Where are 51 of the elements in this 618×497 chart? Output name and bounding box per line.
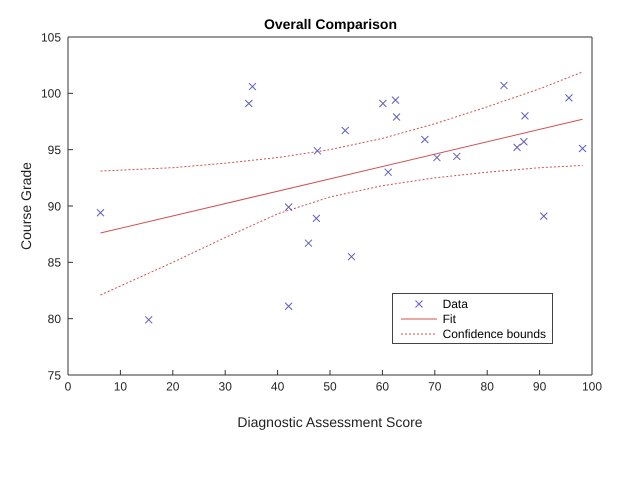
legend-label: Data (442, 296, 468, 310)
point (420, 136, 429, 144)
point (284, 203, 293, 212)
point (144, 316, 153, 324)
legend-label: Fit (442, 312, 456, 326)
point (564, 94, 573, 102)
x-tick-label: 100 (582, 380, 602, 394)
x-tick-label: 40 (270, 380, 285, 394)
x-tick-label: 0 (64, 380, 72, 394)
point (244, 99, 253, 108)
y-tick-label: 95 (48, 142, 62, 157)
point (520, 112, 529, 120)
x-tick-label: 60 (376, 380, 390, 394)
x-tick-label: 10 (114, 380, 128, 394)
point (347, 252, 356, 261)
x-tick-label: 20 (166, 380, 180, 394)
x-tick-label: 50 (323, 380, 337, 394)
point (313, 146, 322, 155)
point (392, 96, 400, 104)
point (96, 208, 104, 217)
y-tick-label: 90 (48, 199, 62, 214)
point (578, 144, 587, 153)
line-series (100, 164, 584, 296)
point (500, 81, 508, 90)
point (520, 138, 528, 146)
point (513, 143, 522, 152)
point (452, 152, 461, 160)
chart-title: Overall Comparison (262, 16, 398, 32)
point (304, 239, 313, 248)
x-axis-title: Diagnostic Assessment Score (237, 414, 423, 430)
y-tick-label: 75 (48, 368, 62, 382)
y-axis-title: Course Grade (18, 162, 34, 250)
point (384, 168, 392, 176)
x-tick-label: 30 (218, 380, 232, 394)
y-tick-label: 85 (48, 256, 62, 270)
x-tick-label: 80 (480, 380, 494, 394)
line-series (100, 71, 584, 172)
point (432, 154, 441, 162)
point (540, 212, 548, 220)
x-tick-label: 90 (532, 380, 547, 394)
y-tick-label: 80 (48, 312, 62, 326)
y-tick-label: 100 (40, 86, 62, 101)
point (392, 112, 401, 121)
x-tick-label: 70 (428, 380, 442, 394)
point (284, 302, 293, 310)
point (341, 126, 350, 135)
y-tick-label: 105 (40, 30, 62, 44)
point (248, 82, 256, 91)
point (378, 99, 387, 108)
legend-label: Confidence bounds (442, 326, 546, 340)
point (312, 214, 320, 222)
